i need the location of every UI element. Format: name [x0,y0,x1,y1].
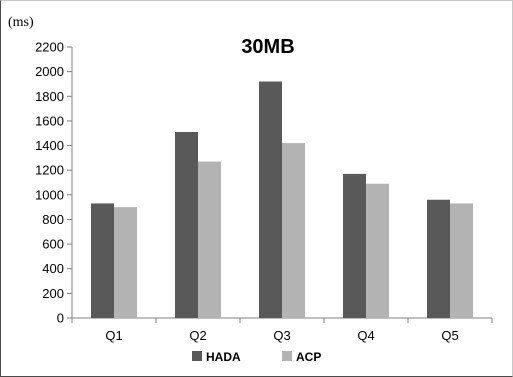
bar-acp-q5 [450,203,473,318]
bar-acp-q3 [282,143,305,318]
y-tick-label: 1800 [35,89,64,104]
legend: HADA ACP [192,350,321,364]
y-tick-label: 2000 [35,64,64,79]
bar-hada-q5 [427,199,450,318]
chart-title: 30MB [241,36,294,58]
x-axis: Q1 Q2 Q3 Q4 Q5 [71,317,493,343]
x-tick-label: Q3 [273,328,290,343]
y-tick-label: 1600 [35,113,64,128]
bars [91,81,473,318]
y-tick-label: 2200 [35,40,64,55]
legend-swatch-acp [282,351,292,361]
bar-hada-q3 [259,81,282,318]
bar-acp-q2 [198,161,221,318]
y-tick-label: 200 [42,286,64,301]
x-tick-label: Q4 [357,328,374,343]
bar-acp-q1 [114,207,137,318]
y-tick-label: 800 [42,212,64,227]
y-tick-label: 400 [42,261,64,276]
y-tick-label: 0 [57,311,64,326]
bar-acp-q4 [366,183,389,318]
bar-hada-q2 [175,131,198,318]
y-tick-label: 600 [42,237,64,252]
bar-hada-q4 [343,173,366,318]
y-tick-label: 1000 [35,187,64,202]
y-axis: 0 200 400 600 800 1000 1200 1400 1600 1800 2000 220… [35,40,73,326]
y-tick-label: 1200 [35,163,64,178]
y-tick-label: 1400 [35,138,64,153]
x-tick-label: Q1 [105,328,122,343]
legend-label-hada: HADA [206,350,241,364]
y-unit-label: (ms) [8,15,34,30]
bar-hada-q1 [91,203,114,318]
x-tick-label: Q5 [441,328,458,343]
legend-swatch-hada [192,351,202,361]
legend-label-acp: ACP [296,350,321,364]
x-tick-label: Q2 [189,328,206,343]
